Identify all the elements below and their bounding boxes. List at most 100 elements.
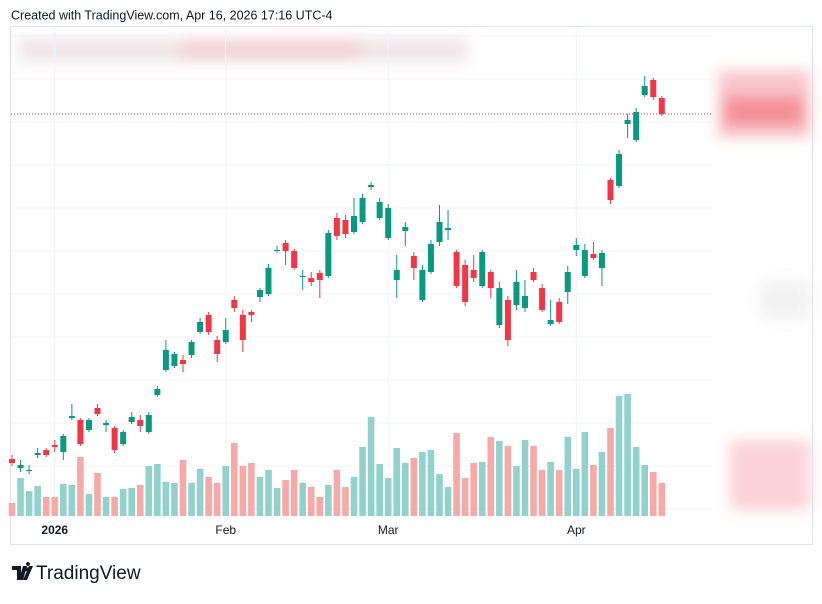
logo: TradingView (12, 562, 141, 584)
volume-bar (513, 466, 520, 516)
volume-bar (461, 478, 469, 516)
volume-bar (393, 448, 401, 516)
candle-body (479, 252, 486, 286)
volume-bar (68, 485, 76, 516)
candle-body (359, 198, 366, 222)
volume-bar (538, 470, 546, 516)
candle-body (410, 256, 417, 268)
volume-bar (573, 469, 580, 516)
candle-body (462, 265, 469, 302)
volume-bar (359, 447, 366, 516)
volume-bar (231, 443, 238, 516)
volume-bar (8, 503, 16, 516)
volume-bar (641, 465, 648, 516)
volume-bar (333, 470, 341, 516)
candle-body (547, 320, 554, 324)
volume-bar (615, 396, 623, 516)
volume-bar (342, 487, 349, 516)
candle-body (564, 272, 571, 292)
volume-bar (521, 440, 529, 516)
candle-body (522, 296, 528, 308)
volume-bar (658, 483, 666, 516)
candle-body (111, 428, 118, 450)
volume-bar (205, 477, 212, 516)
candle-body (43, 450, 50, 455)
volume-bar (119, 489, 127, 516)
volume-bar (598, 452, 606, 516)
candle-body (539, 288, 546, 310)
volume-bar (42, 497, 50, 516)
candle-body (590, 254, 597, 258)
volume-bar (196, 469, 204, 516)
volume-bar (25, 491, 33, 516)
volume-bar (248, 463, 255, 516)
logo-dot (23, 566, 29, 572)
candle-layer (9, 76, 712, 474)
candle-body (248, 312, 255, 315)
candle-body (581, 250, 588, 276)
logo-icon (12, 562, 31, 580)
volume-bar (325, 485, 332, 516)
volume-bar (265, 470, 272, 516)
candle-body (239, 315, 246, 340)
candle-body (624, 120, 631, 124)
blurred-price-axis (718, 70, 810, 510)
candle-body (180, 360, 186, 364)
volume-bar (564, 437, 572, 516)
volume-bar (316, 497, 324, 516)
candle-body (171, 354, 178, 366)
candle-body (231, 300, 238, 308)
candle-body (376, 202, 383, 218)
candle-body (419, 270, 426, 300)
volume-bar (581, 432, 589, 516)
candle-body (68, 416, 75, 418)
volume-bar (607, 428, 614, 516)
candle-body (504, 300, 511, 340)
header: Created with TradingView.com, Apr 16, 20… (11, 8, 333, 22)
x-tick-label: 2026 (41, 523, 68, 537)
candle-body (470, 270, 477, 278)
candle-body (299, 276, 306, 277)
candle-body (282, 243, 289, 251)
volume-bar (102, 497, 110, 516)
candle-body (51, 445, 58, 447)
candle-body (496, 288, 503, 325)
candle-body (26, 470, 33, 471)
volume-bar (530, 446, 537, 516)
volume-bar (555, 470, 563, 516)
candle-body (402, 227, 409, 231)
volume-bar (649, 472, 657, 516)
volume-bar (179, 460, 187, 516)
x-tick-label: Mar (378, 523, 399, 537)
candle-body (325, 233, 332, 276)
volume-bar (436, 474, 443, 516)
candle-body (17, 465, 24, 468)
candle-body (214, 340, 221, 354)
candle-body (616, 154, 623, 186)
candle-body (436, 222, 443, 242)
volume-bar (239, 466, 247, 516)
logo-text: TradingView (36, 563, 141, 584)
volume-bar (504, 446, 512, 516)
volume-bar (222, 466, 230, 516)
volume-bar (282, 480, 289, 516)
volume-bar (34, 486, 41, 516)
volume-bar (624, 394, 631, 516)
candle-body (222, 330, 229, 342)
volume-bar (487, 437, 495, 516)
candle-body (265, 268, 272, 294)
candle-body (333, 218, 340, 236)
candle-body (137, 420, 144, 426)
candle-body (205, 315, 212, 332)
candle-body (385, 208, 392, 238)
candle-body (641, 86, 648, 95)
volume-bar (547, 462, 554, 516)
candle-body (77, 420, 84, 444)
volume-bar (128, 488, 135, 516)
x-tick-label: Apr (567, 523, 586, 537)
candle-body (60, 436, 67, 452)
volume-bar (376, 464, 383, 516)
volume-bar (94, 473, 101, 516)
